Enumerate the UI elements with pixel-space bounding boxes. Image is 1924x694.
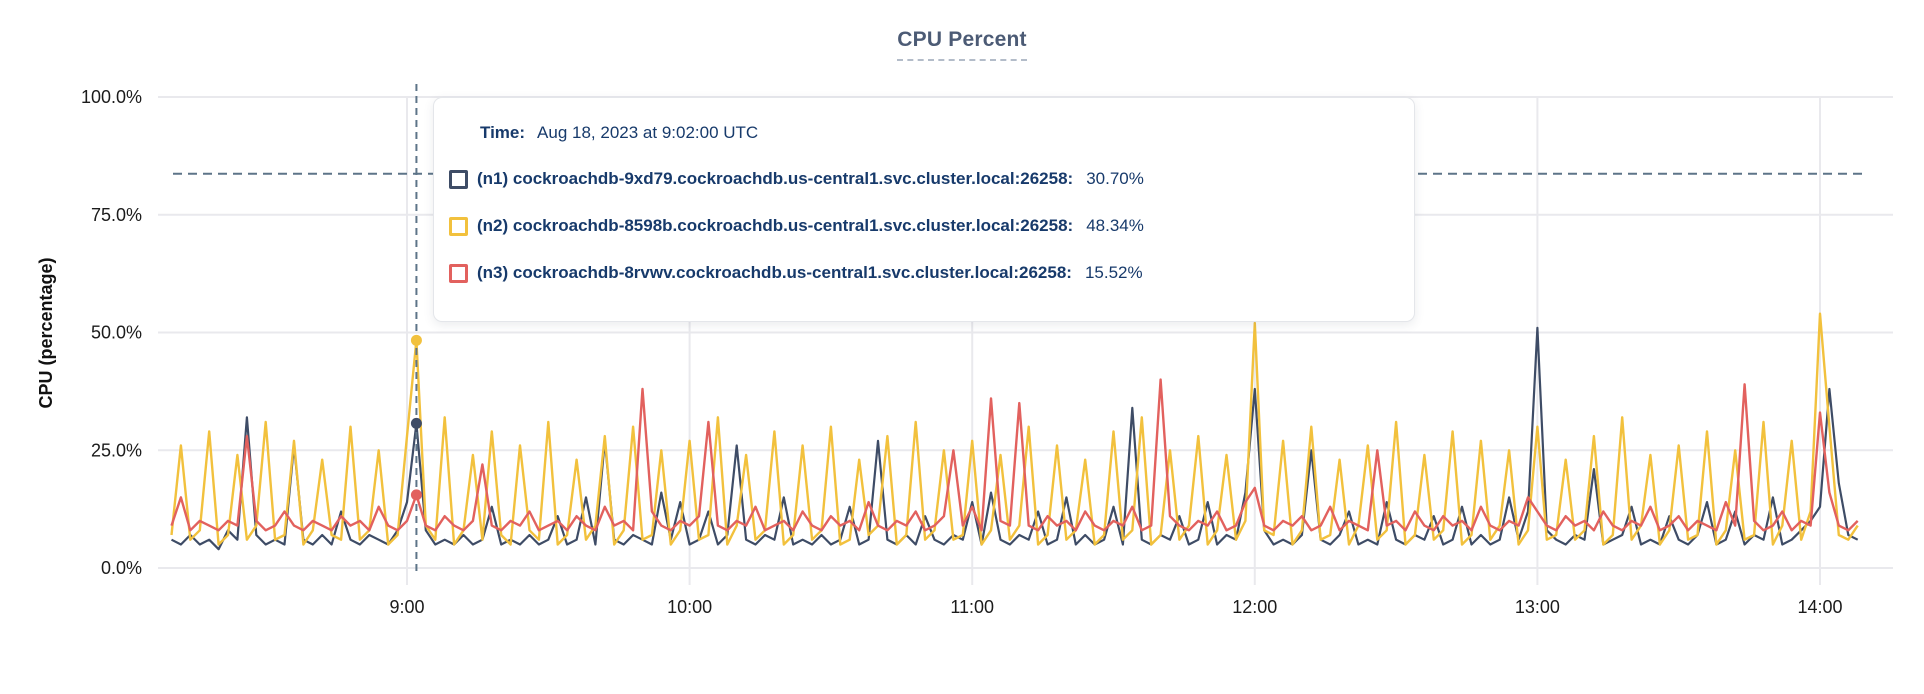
x-tick-label: 11:00 [950, 597, 994, 617]
y-tick-label: 75.0% [91, 205, 142, 225]
y-tick-label: 50.0% [91, 323, 142, 343]
series-n1-label: (n1) cockroachdb-9xd79.cockroachdb.us-ce… [477, 169, 1074, 188]
y-tick-label: 100.0% [81, 87, 142, 107]
series-n3-label: (n3) cockroachdb-8rvwv.cockroachdb.us-ce… [477, 263, 1072, 282]
gridlines: 0.0% 25.0% 50.0% 75.0% 100.0% 9:00 10:00 11:00 1… [81, 87, 1893, 617]
y-tick-label: 25.0% [91, 440, 142, 460]
x-tick-label: 14:00 [1797, 597, 1842, 617]
x-tick-label: 9:00 [389, 597, 424, 617]
series-line-n2 [170, 312, 1859, 546]
series-n2-value: 48.34% [1086, 216, 1144, 235]
tooltip-row-n3: (n3) cockroachdb-8rvwv.cockroachdb.us-ce… [449, 259, 1394, 287]
series-n1-value: 30.70% [1086, 169, 1144, 188]
hover-dot-n3 [410, 489, 422, 501]
series-n2-label: (n2) cockroachdb-8598b.cockroachdb.us-ce… [477, 216, 1074, 235]
series-n3-value: 15.52% [1084, 263, 1143, 282]
hover-dot-n1 [410, 417, 422, 429]
chart-title-wrap: CPU Percent [0, 28, 1924, 61]
series-n1-swatch-icon [449, 169, 468, 189]
series-n2-swatch-icon [449, 216, 468, 236]
y-tick-label: 0.0% [101, 558, 142, 578]
y-axis-label: CPU (percentage) [36, 257, 56, 408]
tooltip-time-value: Aug 18, 2023 at 9:02:00 UTC [537, 123, 759, 142]
series-n3-swatch-icon [449, 263, 468, 283]
tooltip-time-row: Time: Aug 18, 2023 at 9:02:00 UTC [480, 122, 1394, 144]
x-tick-label: 12:00 [1232, 597, 1277, 617]
tooltip-time-label: Time: [480, 123, 526, 142]
hover-tooltip: Time: Aug 18, 2023 at 9:02:00 UTC (n1) co… [433, 97, 1415, 322]
series-line-n1 [170, 326, 1859, 551]
x-tick-label: 13:00 [1515, 597, 1560, 617]
x-tick-label: 10:00 [667, 597, 712, 617]
series-line-n3 [170, 378, 1859, 532]
hover-dot-n2 [410, 334, 422, 346]
tooltip-series-rows: (n1) cockroachdb-9xd79.cockroachdb.us-ce… [449, 165, 1394, 287]
chart-title: CPU Percent [897, 28, 1027, 61]
tooltip-row-n1: (n1) cockroachdb-9xd79.cockroachdb.us-ce… [449, 165, 1394, 193]
tooltip-row-n2: (n2) cockroachdb-8598b.cockroachdb.us-ce… [449, 212, 1394, 240]
